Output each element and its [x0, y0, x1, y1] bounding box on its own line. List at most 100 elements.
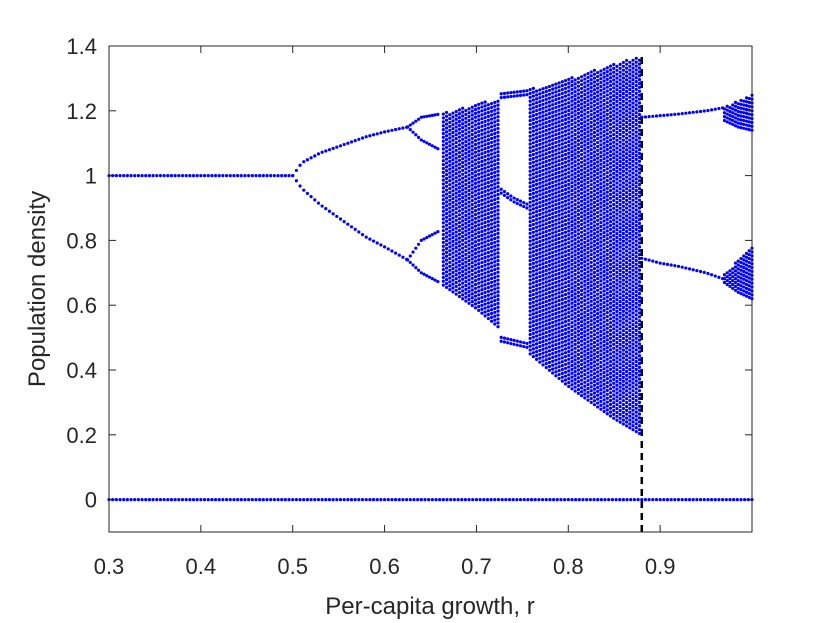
- data-point-chaos: [596, 98, 600, 102]
- data-point-zero: [140, 498, 144, 502]
- data-point-chaos: [608, 83, 613, 88]
- data-point-chaos: [557, 229, 561, 233]
- data-point-chaos: [554, 218, 558, 222]
- data-point-chaos: [563, 164, 568, 168]
- data-point-chaos: [612, 377, 616, 381]
- data-point-chaos: [534, 315, 539, 319]
- data-point-zero: [357, 498, 361, 502]
- data-point-chaos: [464, 171, 468, 175]
- data-point-zero: [151, 498, 155, 502]
- data-point-chaos: [570, 227, 574, 231]
- data-point-chaos: [612, 66, 616, 70]
- data-point-chaos: [544, 159, 548, 164]
- data-point-chaos: [637, 245, 642, 249]
- data-point-chaos: [489, 300, 494, 304]
- data-point-chaos: [560, 138, 564, 142]
- data-point-chaos: [583, 252, 587, 256]
- data-point-chaos: [457, 139, 462, 143]
- data-point-zero: [596, 498, 600, 502]
- data-point-chaos: [637, 140, 642, 144]
- data-point-chaos: [586, 246, 590, 251]
- data-point-chaos: [567, 221, 571, 225]
- data-point-chaos: [483, 263, 487, 267]
- data-point-chaos: [554, 214, 558, 218]
- data-point-chaos: [596, 70, 600, 75]
- data-point-chaos: [544, 346, 548, 350]
- data-point-chaos: [602, 285, 606, 289]
- data-point-chaos: [599, 77, 603, 81]
- data-point-post-upper: [658, 114, 662, 118]
- data-point-chaos: [551, 196, 555, 200]
- data-point-chaos: [457, 271, 462, 275]
- data-point-zero: [272, 498, 276, 502]
- data-point-chaos: [576, 139, 580, 143]
- data-point-post-band: [739, 102, 743, 106]
- data-point-chaos: [557, 213, 561, 217]
- data-point-chaos: [486, 103, 490, 107]
- data-point-chaos: [618, 420, 622, 424]
- data-point-chaos: [608, 165, 613, 169]
- data-point-chaos: [605, 108, 609, 113]
- data-point-chaos: [563, 316, 568, 320]
- data-point-chaos: [451, 251, 455, 255]
- data-point-chaos: [547, 139, 552, 143]
- data-point-chaos: [625, 358, 629, 362]
- data-point-chaos: [580, 199, 584, 203]
- data-point-chaos: [612, 113, 616, 117]
- data-point-chaos: [567, 171, 571, 175]
- data-point-chaos: [596, 156, 600, 160]
- data-point-chaos: [493, 310, 497, 314]
- data-point-post-upper: [684, 111, 688, 115]
- data-point-chaos: [528, 227, 532, 232]
- data-point-chaos: [560, 255, 564, 259]
- data-point-chaos: [573, 171, 577, 175]
- data-point-chaos: [615, 399, 619, 403]
- data-point-chaos: [547, 213, 552, 217]
- data-point-chaos: [596, 405, 600, 409]
- data-point-chaos: [637, 105, 642, 109]
- data-point-chaos: [592, 333, 597, 337]
- data-point-chaos: [615, 162, 619, 166]
- data-point-chaos: [580, 125, 584, 129]
- data-point-chaos: [605, 143, 609, 148]
- data-point-chaos: [625, 148, 629, 152]
- data-point-window: [518, 89, 523, 94]
- data-point-chaos: [602, 133, 606, 138]
- data-point-chaos: [631, 109, 635, 113]
- data-point-chaos: [496, 212, 500, 216]
- data-point-chaos: [576, 100, 580, 104]
- data-point-chaos: [496, 119, 500, 123]
- data-point-post-band: [728, 280, 732, 285]
- data-point-chaos: [567, 287, 571, 291]
- data-point-period2-upper: [390, 128, 394, 132]
- data-point-chaos: [605, 256, 609, 260]
- data-point-chaos: [534, 353, 539, 358]
- data-point-chaos: [602, 324, 606, 328]
- data-point-period2-upper: [316, 152, 321, 156]
- data-point-chaos: [544, 249, 548, 253]
- data-point-post-upper: [698, 109, 703, 114]
- data-point-chaos: [541, 223, 545, 227]
- data-point-chaos: [473, 294, 478, 298]
- data-point-chaos: [557, 139, 561, 143]
- data-point-chaos: [496, 165, 500, 169]
- data-point-chaos: [608, 239, 613, 243]
- data-point-chaos: [596, 113, 600, 117]
- data-point-post-lower: [640, 256, 644, 260]
- data-point-chaos: [461, 188, 465, 192]
- data-point-chaos: [567, 291, 571, 295]
- data-point-chaos: [567, 373, 571, 377]
- data-point-chaos: [464, 264, 468, 268]
- data-point-chaos: [631, 342, 635, 346]
- data-point-chaos: [486, 118, 490, 122]
- data-point-chaos: [599, 279, 603, 283]
- data-point-chaos: [596, 102, 600, 106]
- data-point-chaos: [592, 216, 597, 220]
- data-point-chaos: [618, 66, 622, 70]
- data-point-chaos: [586, 138, 590, 142]
- data-point-chaos: [534, 128, 539, 132]
- data-point-chaos: [554, 253, 558, 257]
- data-point-chaos: [570, 336, 574, 340]
- data-point-chaos: [531, 211, 535, 215]
- data-point-chaos: [451, 239, 455, 243]
